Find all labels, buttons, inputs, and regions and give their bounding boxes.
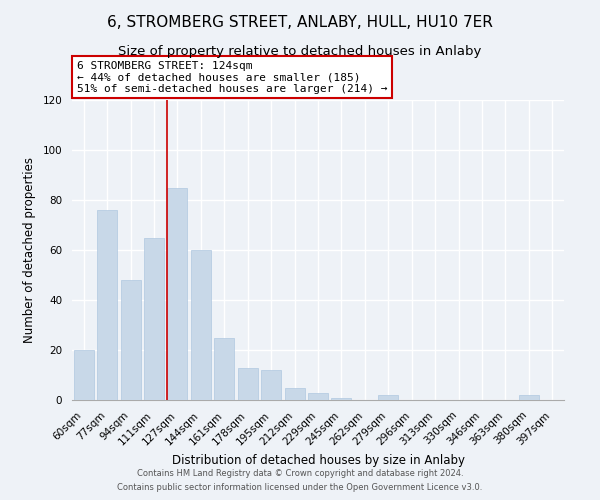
Bar [261, 370, 281, 400]
Bar [331, 398, 352, 400]
Text: 6 STROMBERG STREET: 124sqm
← 44% of detached houses are smaller (185)
51% of sem: 6 STROMBERG STREET: 124sqm ← 44% of deta… [77, 61, 388, 94]
Text: 6, STROMBERG STREET, ANLABY, HULL, HU10 7ER: 6, STROMBERG STREET, ANLABY, HULL, HU10 … [107, 15, 493, 30]
X-axis label: Distribution of detached houses by size in Anlaby: Distribution of detached houses by size … [172, 454, 464, 466]
Bar [121, 280, 140, 400]
Text: Contains public sector information licensed under the Open Government Licence v3: Contains public sector information licen… [118, 484, 482, 492]
Y-axis label: Number of detached properties: Number of detached properties [23, 157, 35, 343]
Text: Size of property relative to detached houses in Anlaby: Size of property relative to detached ho… [118, 45, 482, 58]
Bar [214, 338, 234, 400]
Text: Contains HM Land Registry data © Crown copyright and database right 2024.: Contains HM Land Registry data © Crown c… [137, 468, 463, 477]
Bar [97, 210, 117, 400]
Bar [379, 395, 398, 400]
Bar [238, 368, 257, 400]
Bar [144, 238, 164, 400]
Bar [191, 250, 211, 400]
Bar [519, 395, 539, 400]
Bar [167, 188, 187, 400]
Bar [284, 388, 305, 400]
Bar [74, 350, 94, 400]
Bar [308, 392, 328, 400]
